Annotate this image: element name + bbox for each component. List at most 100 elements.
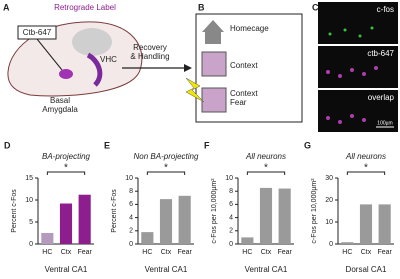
x-tick-label: Fear xyxy=(77,249,92,256)
y-tick-label: 4 xyxy=(229,214,233,221)
house-icon xyxy=(202,20,224,44)
panel-label: F xyxy=(204,140,210,150)
significance-star: * xyxy=(364,163,368,174)
arrow-label: Recovery xyxy=(133,43,167,52)
injection-line xyxy=(36,38,63,71)
x-axis-label: Dorsal CA1 xyxy=(346,265,387,274)
channel-label: overlap xyxy=(368,93,395,102)
y-axis-label: c-Fos per 10,000µm² xyxy=(311,178,318,244)
y-tick-label: 8 xyxy=(129,188,133,195)
y-tick-label: 4 xyxy=(129,214,133,221)
context-icon xyxy=(201,87,227,113)
channel-label: ctb-647 xyxy=(367,49,394,58)
significance-star: * xyxy=(264,163,268,174)
bar xyxy=(141,232,154,244)
hippocampus xyxy=(72,28,112,56)
panel-label: G xyxy=(304,140,311,150)
panel-label: D xyxy=(4,140,11,150)
chart-title: All neurons xyxy=(245,152,286,161)
x-tick-label: Ctx xyxy=(261,249,272,256)
significance-star: * xyxy=(164,163,168,174)
cells xyxy=(328,26,374,38)
target-label: Basal xyxy=(50,96,70,105)
significance-bracket xyxy=(146,171,186,175)
y-tick-label: 30 xyxy=(325,175,333,182)
significance-bracket xyxy=(346,171,386,175)
significance-star: * xyxy=(64,163,68,174)
bar xyxy=(159,199,173,244)
x-axis-label: Ventral CA1 xyxy=(245,265,288,274)
y-tick-label: 0 xyxy=(29,241,33,248)
significance-bracket xyxy=(246,171,286,175)
x-tick-label: HC xyxy=(142,249,152,256)
y-tick-label: 0 xyxy=(329,241,333,248)
bar xyxy=(78,194,91,244)
panel-title: Retrograde Label xyxy=(54,3,116,12)
micrograph xyxy=(318,2,398,44)
micrograph xyxy=(318,46,398,88)
arrow-head xyxy=(184,64,192,72)
y-tick-label: 8 xyxy=(229,188,233,195)
bar xyxy=(41,233,54,244)
bar xyxy=(378,204,391,244)
x-tick-label: Fear xyxy=(277,249,292,256)
bar xyxy=(259,187,273,244)
micrograph xyxy=(318,90,398,132)
shock-icon xyxy=(185,77,205,103)
bar xyxy=(241,237,254,244)
bar xyxy=(278,188,291,244)
panel-label: A xyxy=(3,2,10,12)
y-tick-label: 10 xyxy=(25,197,33,204)
x-tick-label: HC xyxy=(242,249,252,256)
cells xyxy=(326,66,378,124)
target-label: Amygdala xyxy=(42,105,78,114)
chart-title: All neurons xyxy=(345,152,386,161)
x-tick-label: HC xyxy=(342,249,352,256)
x-tick-label: HC xyxy=(42,249,52,256)
channel-label: c-fos xyxy=(377,5,394,14)
significance-bracket xyxy=(46,171,86,175)
x-tick-label: Ctx xyxy=(361,249,372,256)
scale-label: 100µm xyxy=(377,120,392,126)
y-tick-label: 0 xyxy=(229,241,233,248)
bar xyxy=(359,204,373,244)
basal-amygdala xyxy=(59,69,73,79)
y-axis-label: Percent c-Fos xyxy=(111,189,118,233)
panel-label: E xyxy=(104,140,110,150)
y-tick-label: 10 xyxy=(225,175,233,182)
y-axis-label: c-Fos per 10,000µm² xyxy=(211,178,218,244)
x-tick-label: Fear xyxy=(377,249,392,256)
condition: Context xyxy=(230,89,258,98)
panel-label: B xyxy=(198,2,205,12)
y-axis-label: Percent c-Fos xyxy=(11,189,18,233)
condition: Context xyxy=(230,61,258,70)
vhc-label-region xyxy=(86,52,103,87)
condition: Fear xyxy=(230,98,247,107)
y-tick-label: 6 xyxy=(229,201,233,208)
arrow-label: & Handling xyxy=(130,52,169,61)
y-tick-label: 6 xyxy=(129,201,133,208)
bar xyxy=(341,242,354,244)
y-tick-label: 10 xyxy=(125,175,133,182)
x-tick-label: Ctx xyxy=(61,249,72,256)
chart-title: BA-projecting xyxy=(42,152,91,161)
bar xyxy=(59,203,73,244)
x-axis-label: Ventral CA1 xyxy=(145,265,188,274)
y-tick-label: 15 xyxy=(25,175,33,182)
condition: Homecage xyxy=(230,24,269,33)
y-tick-label: 10 xyxy=(325,219,333,226)
context-icon xyxy=(201,51,227,77)
chart-title: Non BA-projecting xyxy=(134,152,199,161)
y-tick-label: 20 xyxy=(325,197,333,204)
y-tick-label: 5 xyxy=(29,219,33,226)
x-axis-label: Ventral CA1 xyxy=(45,265,88,274)
y-tick-label: 2 xyxy=(229,228,233,235)
tracer: Ctb-647 xyxy=(23,28,52,37)
x-tick-label: Fear xyxy=(177,249,192,256)
region-label: VHC xyxy=(100,55,117,64)
bar xyxy=(178,195,191,244)
y-tick-label: 2 xyxy=(129,228,133,235)
y-tick-label: 0 xyxy=(129,241,133,248)
x-tick-label: Ctx xyxy=(161,249,172,256)
